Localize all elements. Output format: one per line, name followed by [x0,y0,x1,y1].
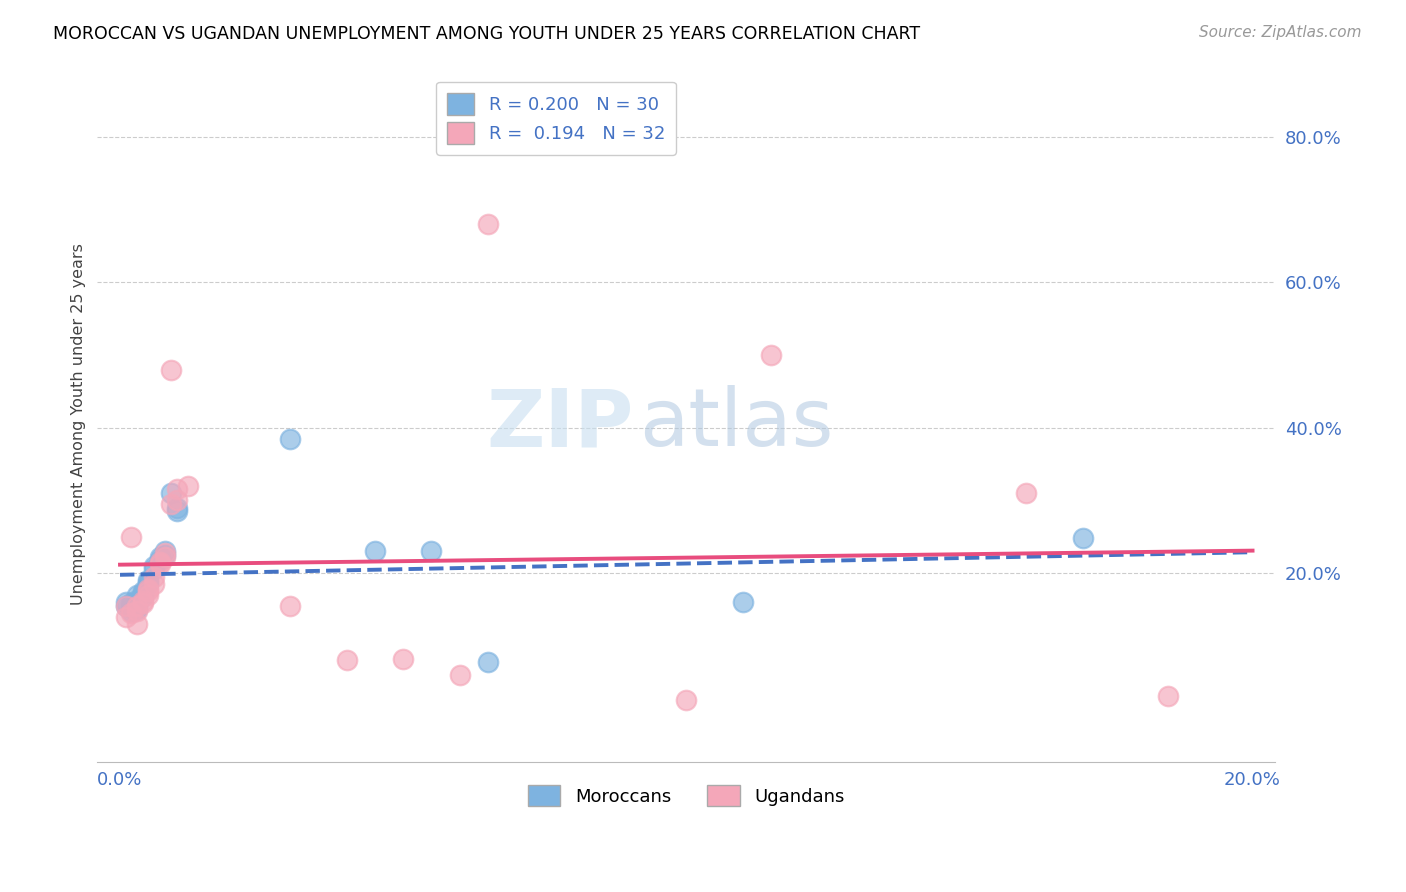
Point [160,497,183,511]
Point [1015,486,1038,500]
Point [155,548,177,562]
Point [114,609,136,624]
Point [120,604,142,618]
Point [143,558,166,573]
Point [131,597,153,611]
Point [125,604,148,618]
Point [125,602,148,616]
Text: MOROCCAN VS UGANDAN UNEMPLOYMENT AMONG YOUTH UNDER 25 YEARS CORRELATION CHART: MOROCCAN VS UGANDAN UNEMPLOYMENT AMONG Y… [53,25,921,43]
Point [120,530,142,544]
Point [477,218,499,232]
Point [131,586,153,600]
Point [136,588,159,602]
Point [136,584,159,599]
Point [114,595,136,609]
Point [143,569,166,583]
Point [364,544,387,558]
Text: ZIP: ZIP [486,385,633,463]
Point [131,584,153,599]
Point [1071,531,1094,545]
Point [761,348,783,362]
Point [125,616,148,631]
Point [125,599,148,613]
Point [149,549,172,564]
Point [131,589,153,603]
Point [477,655,499,669]
Point [420,544,443,558]
Point [131,593,153,607]
Point [149,558,172,572]
Point [136,577,159,591]
Point [120,597,142,611]
Point [143,577,166,591]
Point [675,693,697,707]
Point [114,599,136,613]
Point [166,500,188,515]
Point [143,562,166,576]
Point [160,362,183,376]
Point [1156,690,1178,704]
Point [136,582,159,596]
Point [166,483,188,497]
Point [449,667,471,681]
Text: atlas: atlas [640,385,834,463]
Point [125,599,148,613]
Point [335,653,357,667]
Point [155,544,177,558]
Point [166,504,188,518]
Point [136,573,159,587]
Legend: Moroccans, Ugandans: Moroccans, Ugandans [520,778,852,814]
Point [392,651,415,665]
Point [120,606,142,620]
Y-axis label: Unemployment Among Youth under 25 years: Unemployment Among Youth under 25 years [72,244,86,605]
Point [125,588,148,602]
Point [166,493,188,508]
Point [177,479,200,493]
Point [149,555,172,569]
Point [160,486,183,500]
Point [120,600,142,615]
Point [278,432,301,446]
Point [155,546,177,560]
Point [125,592,148,607]
Point [155,549,177,564]
Point [114,599,136,613]
Point [136,574,159,589]
Point [731,595,754,609]
Text: Source: ZipAtlas.com: Source: ZipAtlas.com [1198,25,1361,40]
Point [149,553,172,567]
Point [278,599,301,613]
